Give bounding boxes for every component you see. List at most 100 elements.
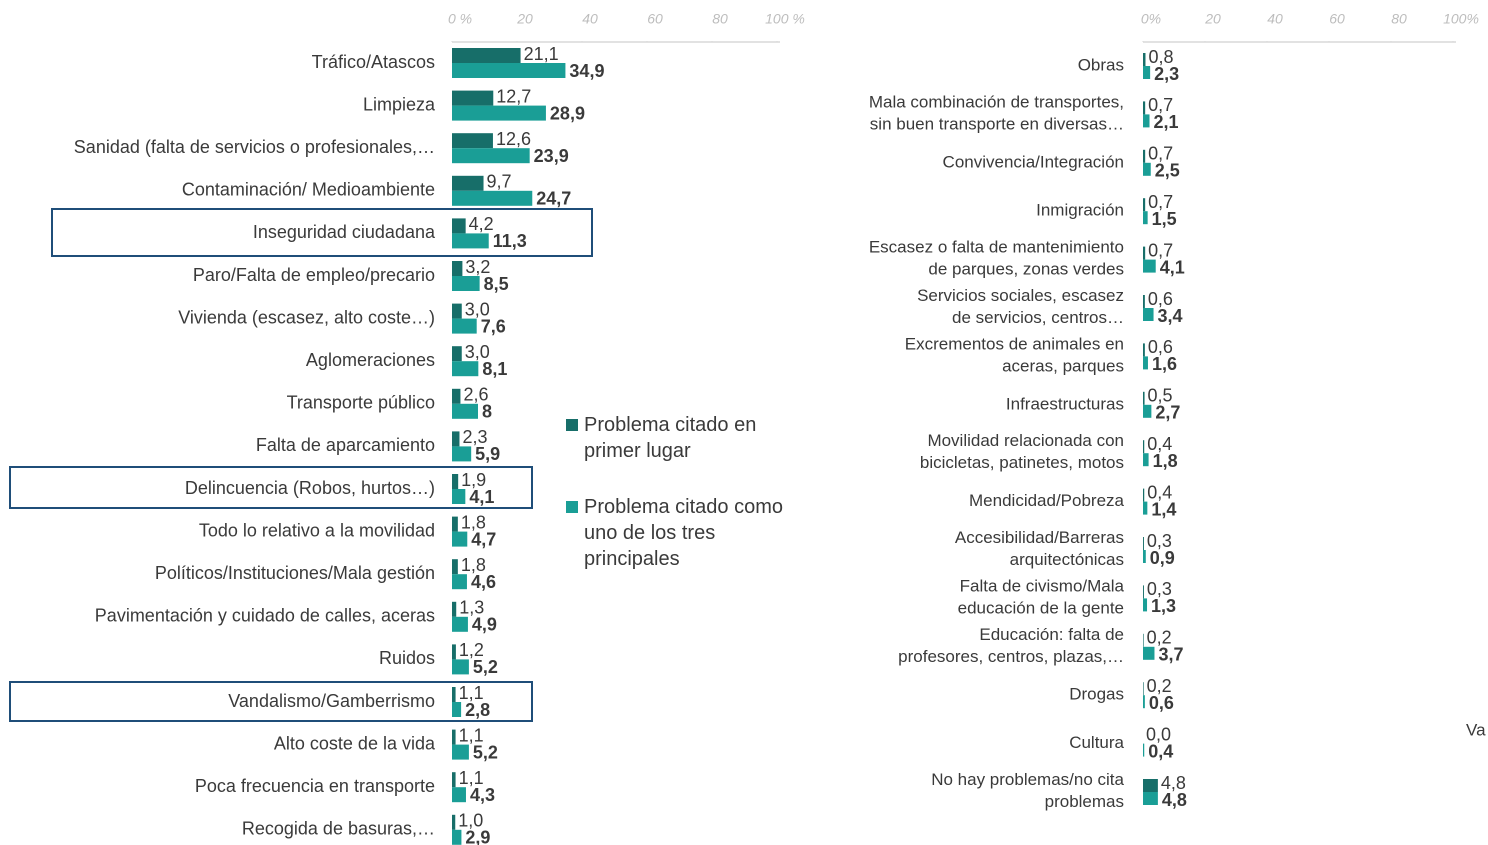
value-label: 3,4 <box>1158 306 1183 326</box>
value-label: 2,5 <box>1155 161 1180 181</box>
bar <box>1143 295 1145 308</box>
bar <box>452 446 472 462</box>
value-label: 1,4 <box>1151 499 1176 519</box>
bar <box>452 63 566 78</box>
value-label: 4,1 <box>1160 257 1185 277</box>
category-label: Mendicidad/Pobreza <box>969 491 1125 510</box>
value-label: 0,7 <box>1148 192 1173 212</box>
category-label: Paro/Falta de empleo/precario <box>193 265 435 285</box>
value-label: 4,1 <box>469 487 494 507</box>
x-tick-label: 0 % <box>448 11 472 27</box>
bar <box>452 90 494 106</box>
legend-swatch <box>566 501 578 513</box>
bar <box>452 388 461 404</box>
bar <box>1143 682 1144 696</box>
annotation: Va <box>1466 720 1486 739</box>
value-label: 5,2 <box>473 657 498 677</box>
value-label: 4,9 <box>472 615 497 635</box>
bar <box>1143 149 1146 163</box>
bar <box>452 559 458 575</box>
value-label: 2,3 <box>462 427 487 447</box>
category-label: Movilidad relacionada con bicicletas, pat… <box>920 432 1124 473</box>
x-tick-label: 60 <box>1329 11 1345 27</box>
category-label: No hay problemas/no cita problemas <box>931 770 1124 811</box>
value-label: 1,5 <box>1152 209 1177 229</box>
bar <box>452 175 484 191</box>
bar <box>452 133 493 149</box>
category-label: Educación: falta de profesores, centros, … <box>898 625 1124 666</box>
x-tick-label: 100 % <box>765 11 805 27</box>
bar <box>1143 598 1148 612</box>
value-label: 4,3 <box>470 785 495 805</box>
highlight-box <box>9 681 533 722</box>
bar <box>1143 308 1154 321</box>
value-label: 2,6 <box>463 385 488 405</box>
value-label: 4,8 <box>1162 790 1187 810</box>
value-label: 0,6 <box>1148 337 1173 357</box>
bar <box>1143 343 1145 357</box>
bar <box>1143 114 1150 128</box>
legend-swatch <box>566 419 578 431</box>
value-label: 3,7 <box>1158 645 1183 665</box>
bar <box>452 829 462 845</box>
bar <box>452 814 456 830</box>
category-label: Delincuencia (Robos, hurtos…) <box>185 478 435 498</box>
bar <box>452 516 458 532</box>
legend-label: Problema citado como uno de los tres pri… <box>584 496 783 570</box>
category-label: Pavimentación y cuidado de calles, acera… <box>95 606 435 626</box>
value-label: 4,6 <box>471 572 496 592</box>
bar <box>1143 779 1158 792</box>
category-label: Tráfico/Atascos <box>312 52 435 72</box>
bar <box>1143 646 1155 660</box>
category-label: Excrementos de animales en aceras, parque… <box>905 335 1124 376</box>
category-label: Drogas <box>1069 685 1124 704</box>
value-label: 2,9 <box>465 828 490 845</box>
value-label: 0,2 <box>1147 628 1172 648</box>
value-label: 2,7 <box>1155 403 1180 423</box>
bar <box>1143 792 1158 805</box>
category-label: Sanidad (falta de servicios o profesiona… <box>74 137 435 157</box>
value-label: 1,1 <box>459 683 484 703</box>
category-label: Escasez o falta de mantenimiento de parqu… <box>869 238 1124 279</box>
value-label: 11,3 <box>493 231 527 251</box>
value-label: 12,7 <box>496 86 531 106</box>
value-label: 1,8 <box>461 512 486 532</box>
x-tick-label: 80 <box>712 11 728 27</box>
bar <box>1143 356 1148 370</box>
bar <box>452 644 456 660</box>
value-label: 0,7 <box>1148 144 1173 164</box>
value-label: 1,1 <box>459 725 484 745</box>
bar <box>1143 633 1144 647</box>
legend: Problema citado en primer lugar Problema … <box>566 412 806 602</box>
bar <box>1143 391 1145 405</box>
category-label: Vivienda (escasez, alto coste…) <box>178 307 435 327</box>
category-label: Aglomeraciones <box>306 350 435 370</box>
value-label: 1,3 <box>459 598 484 618</box>
value-label: 4,2 <box>469 214 494 234</box>
category-label: Alto coste de la vida <box>274 733 436 753</box>
bar <box>1143 259 1156 273</box>
x-tick-label: 40 <box>582 11 598 27</box>
value-label: 1,8 <box>461 555 486 575</box>
category-label: Falta de aparcamiento <box>256 435 435 455</box>
value-label: 5,9 <box>475 444 500 464</box>
category-label: Vandalismo/Gamberrismo <box>228 691 435 711</box>
category-label: Inseguridad ciudadana <box>253 222 436 242</box>
value-label: 2,1 <box>1154 112 1179 132</box>
value-label: 0,7 <box>1148 240 1173 260</box>
bar <box>452 276 480 291</box>
bar <box>452 531 468 547</box>
bar <box>1143 162 1151 176</box>
value-label: 21,1 <box>524 44 559 64</box>
bar <box>452 574 467 590</box>
category-label: Todo lo relativo a la movilidad <box>199 520 435 540</box>
bar <box>452 474 459 489</box>
legend-label: Problema citado en primer lugar <box>584 414 757 462</box>
value-label: 1,1 <box>459 768 484 788</box>
bar <box>1143 550 1146 563</box>
value-label: 3,2 <box>465 257 490 277</box>
value-label: 0,4 <box>1148 741 1173 761</box>
category-label: Cultura <box>1069 733 1124 752</box>
bar <box>452 772 456 788</box>
